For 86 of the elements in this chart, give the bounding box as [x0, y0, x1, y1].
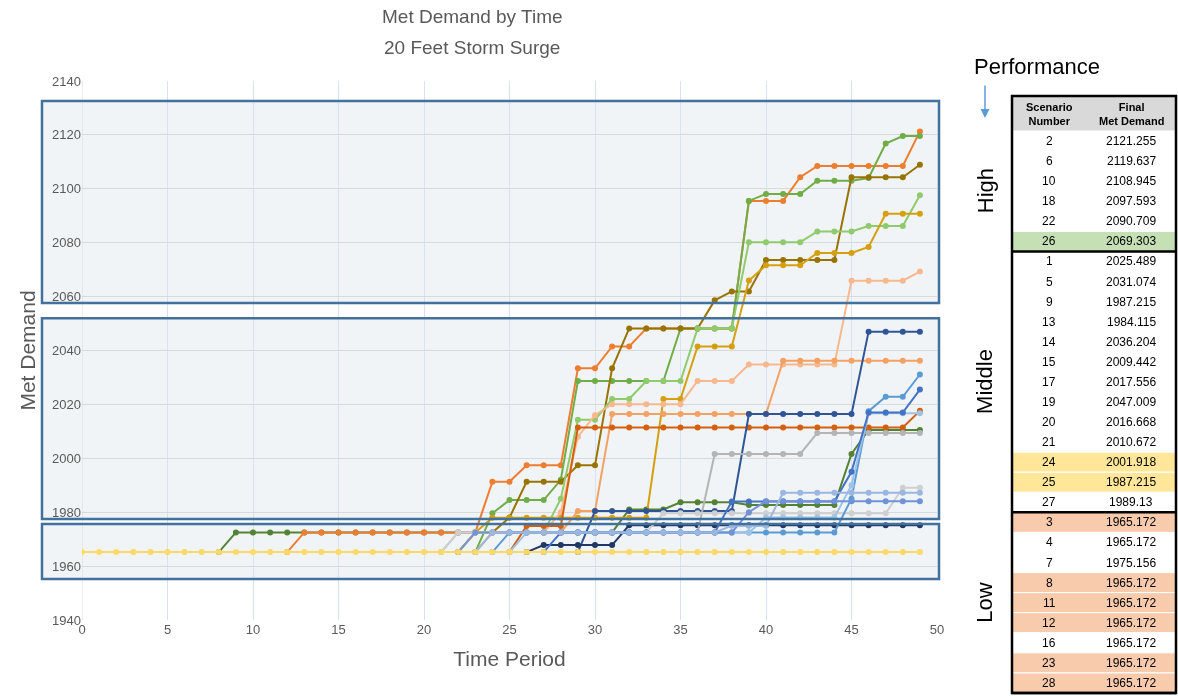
data-label: 2069.303: [1106, 234, 1157, 248]
category-label: 4: [1046, 535, 1053, 549]
chart-subtitle: 20 Feet Storm Surge: [384, 37, 561, 58]
y-tick-label: 2000: [52, 450, 81, 466]
category-label: 23: [1042, 656, 1056, 670]
category-label: 1: [1046, 254, 1053, 268]
text: Middle: [972, 349, 998, 414]
data-label: 2047.009: [1106, 395, 1157, 409]
y-tick-label: 2020: [52, 396, 81, 412]
category-label: 11: [1043, 596, 1056, 610]
x-tick-label: 50: [929, 622, 945, 637]
y-tick-label: 2060: [52, 289, 81, 305]
category-label: 27: [1042, 495, 1056, 509]
x-tick-label: 5: [163, 622, 172, 637]
category-label: 9: [1046, 295, 1053, 309]
data-label: 1975.156: [1106, 556, 1157, 570]
category-label: 21: [1042, 435, 1056, 449]
y-axis-title: Met Demand: [16, 290, 40, 411]
category-label: 22: [1042, 214, 1056, 228]
y-tick-label: 2080: [52, 235, 81, 251]
category-label: 19: [1042, 395, 1056, 409]
category-label: 28: [1042, 676, 1056, 690]
category-label: 13: [1042, 315, 1056, 329]
data-label: 2009.442: [1106, 355, 1157, 369]
category-label: 3: [1046, 515, 1053, 529]
data-label: 2097.593: [1106, 194, 1157, 208]
y-tick-label: 1960: [52, 558, 81, 574]
y-tick-label: 2120: [52, 127, 81, 143]
category-label: 18: [1042, 194, 1056, 208]
category-label: 6: [1046, 154, 1053, 168]
category-label: 16: [1042, 636, 1056, 650]
text: Final Met Demand: [1099, 101, 1165, 128]
data-label: 2010.672: [1106, 435, 1157, 449]
x-tick-label: 25: [502, 622, 517, 637]
y-tick-label: 2140: [52, 73, 81, 89]
x-tick-label: 10: [245, 622, 261, 637]
data-label: 2108.945: [1106, 174, 1157, 188]
category-label: 8: [1046, 576, 1053, 590]
data-label: 2031.074: [1106, 275, 1157, 289]
data-label: 1965.172: [1106, 576, 1157, 590]
data-label: 2001.918: [1106, 455, 1157, 469]
text: Low: [972, 582, 998, 623]
chart-title: Met Demand by Time: [382, 6, 563, 27]
y-tick-label: 1980: [52, 504, 81, 520]
category-label: 15: [1042, 355, 1056, 369]
x-tick-label: 35: [673, 622, 688, 637]
x-tick-label: 30: [587, 622, 603, 637]
data-label: 2025.489: [1106, 254, 1157, 268]
category-label: 14: [1042, 335, 1056, 349]
data-label: 1965.172: [1106, 596, 1157, 610]
x-tick-label: 40: [758, 622, 774, 637]
text: Scenario Number: [1026, 101, 1073, 128]
x-tick-label: 45: [844, 622, 859, 637]
text: Performance: [974, 54, 1100, 79]
category-label: 17: [1042, 375, 1056, 389]
data-label: 1965.172: [1106, 535, 1157, 549]
category-label: 24: [1042, 455, 1056, 469]
category-label: 26: [1042, 234, 1056, 248]
data-label: 2016.668: [1106, 415, 1157, 429]
data-label: 1984.115: [1107, 315, 1157, 329]
y-tick-label: 2040: [52, 343, 81, 359]
data-label: 2017.556: [1106, 375, 1157, 389]
data-label: 2119.637: [1107, 154, 1157, 168]
x-tick-label: 15: [331, 622, 346, 637]
data-label: 1965.172: [1106, 656, 1157, 670]
data-label: 1965.172: [1106, 676, 1157, 690]
data-label: 2090.709: [1106, 214, 1157, 228]
text: High: [972, 167, 998, 214]
category-label: 10: [1042, 174, 1056, 188]
category-label: 5: [1046, 275, 1053, 289]
category-label: 25: [1042, 475, 1056, 489]
x-tick-label: 20: [416, 622, 432, 637]
data-label: 1965.172: [1106, 636, 1157, 650]
data-label: 2121.255: [1106, 134, 1157, 148]
category-label: 7: [1046, 556, 1053, 570]
category-label: 12: [1042, 616, 1056, 630]
data-label: 1965.172: [1106, 515, 1157, 529]
data-label: 2036.204: [1106, 335, 1157, 349]
y-tick-label: 2100: [52, 181, 81, 197]
data-label: 1987.215: [1106, 475, 1157, 489]
data-label: 1987.215: [1106, 295, 1157, 309]
data-label: 1965.172: [1106, 616, 1157, 630]
category-label: 2: [1046, 134, 1053, 148]
x-axis-title: Time Period: [453, 647, 566, 671]
category-label: 20: [1042, 415, 1056, 429]
data-label: 1989.13: [1109, 495, 1153, 509]
